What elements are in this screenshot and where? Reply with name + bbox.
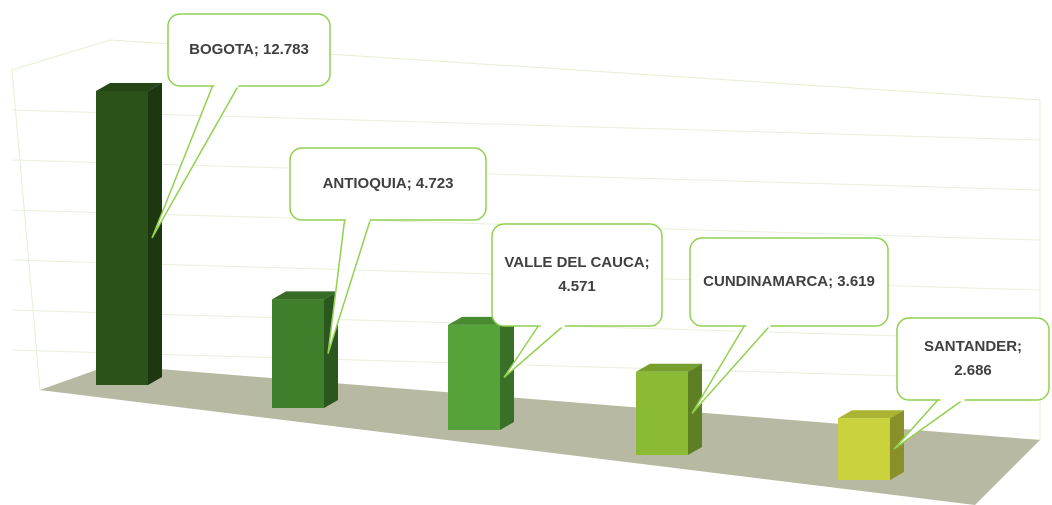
callout-box (167, 13, 331, 87)
callout-box (289, 147, 487, 221)
data-label: SANTANDER; 2.686 (923, 338, 1023, 379)
data-label: ANTIOQUIA; 4.723 (322, 175, 454, 192)
data-label: BOGOTA; 12.783 (189, 41, 309, 58)
bar (272, 299, 324, 408)
bar (96, 90, 148, 385)
bar-top (96, 82, 162, 91)
bar-top (636, 363, 702, 372)
bar (448, 324, 500, 430)
callout-box (491, 223, 663, 327)
data-label: VALLE DEL CAUCA; 4.571 (504, 254, 650, 295)
bar-top (838, 410, 904, 419)
bar (636, 371, 688, 455)
data-label: CUNDINAMARCA; 3.619 (703, 273, 875, 290)
callout-box (689, 237, 889, 327)
bar (838, 418, 890, 480)
callout-box (896, 317, 1050, 401)
bar-top (272, 291, 338, 300)
